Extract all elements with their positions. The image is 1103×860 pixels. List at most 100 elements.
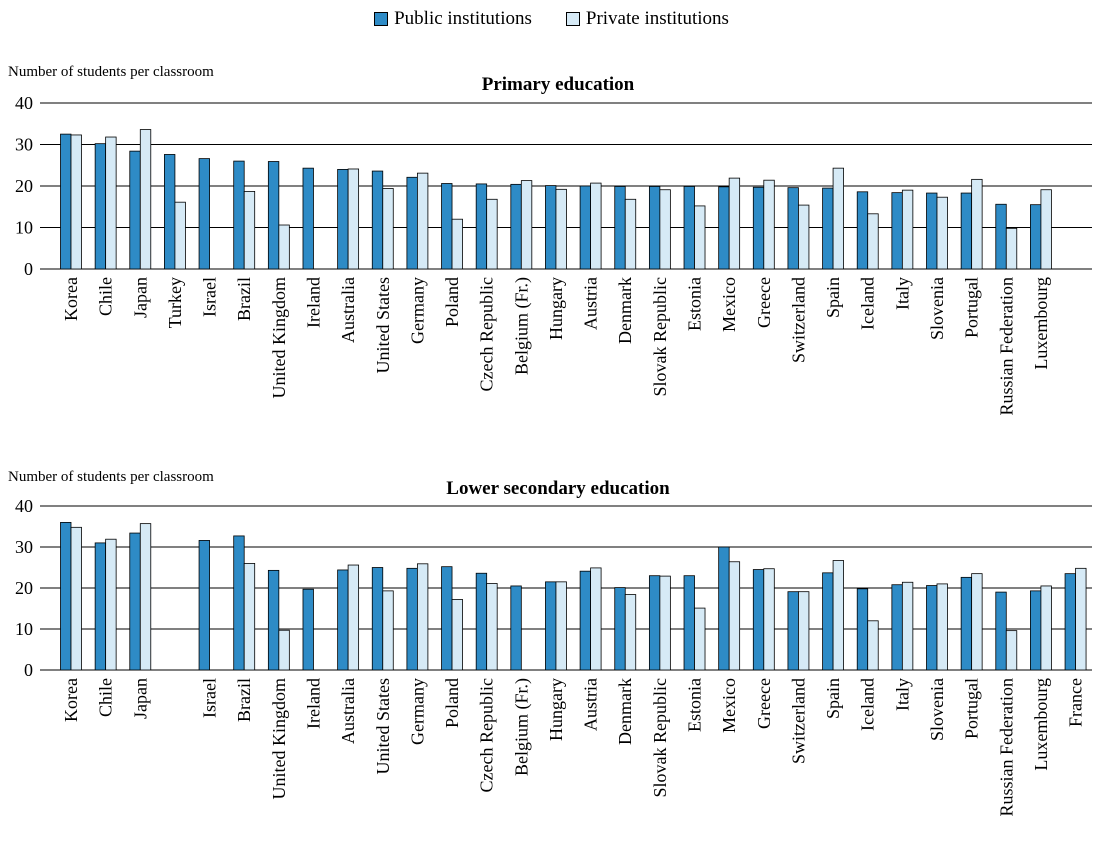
bar-public [856,588,869,671]
bar-public [129,150,141,270]
panel-primary-education: Number of students per classroom Primary… [8,64,1092,415]
bar-public [60,133,72,270]
x-tick-label: Chile [96,678,116,717]
bar-private [936,196,948,270]
x-tick-label: Italy [892,678,912,711]
x-tick-label: Switzerland [788,277,808,363]
bar-public [579,570,591,671]
bar-private [971,573,983,671]
bar-private [728,561,741,671]
bar-public [475,183,488,270]
bar-private [936,583,948,671]
bar-private [1005,227,1018,270]
bar-public [441,566,453,671]
bar-private [694,607,706,671]
bar-public [267,569,280,671]
bar-public [371,567,384,671]
bar-private [694,205,706,270]
bar-public [683,575,695,671]
y-tick-label: 30 [15,135,33,155]
bar-public [926,192,938,270]
bar-public [718,546,730,671]
bar-private [590,182,602,270]
bar-private [451,599,463,671]
bar-public [510,183,522,270]
x-tick-label: Portugal [962,678,982,739]
bar-public [302,588,314,671]
x-tick-label: Belgium (Fr.) [511,678,532,776]
bar-public [371,170,384,270]
bar-public [545,581,557,671]
x-tick-label: Germany [407,678,427,745]
bar-public [94,542,107,671]
bar-private [624,594,637,671]
x-tick-label: Brazil [234,678,254,722]
x-tick-label: Japan [130,277,150,318]
x-tick-label: Korea [61,678,81,722]
y-axis-label: Number of students per classroom [8,469,214,485]
bar-private [1040,585,1052,671]
bar-private [624,198,637,270]
bar-private [520,180,533,270]
bar-public [614,587,626,671]
x-tick-label: Ireland [303,678,323,729]
x-tick-label: Hungary [546,678,566,741]
y-tick-label: 0 [24,660,33,680]
bar-private [382,590,394,671]
x-tick-label: Luxembourg [1031,678,1051,771]
bar-public [926,585,938,671]
bar-private [416,563,429,671]
y-tick-label: 40 [15,93,33,113]
x-tick-label: Mexico [719,277,739,332]
legend-item-public: Public institutions [374,8,532,30]
bar-public [1030,204,1042,270]
x-tick-label: Australia [338,277,358,343]
bar-public [856,191,869,270]
bar-public [752,186,765,270]
x-tick-label: Czech Republic [477,678,497,792]
x-tick-label: Korea [61,277,81,321]
bar-private [867,213,879,270]
y-tick-label: 10 [15,619,33,639]
x-tick-label: Germany [407,277,427,344]
x-tick-label: Denmark [615,678,635,745]
bar-private [590,567,602,671]
legend: Public institutions Private institutions [0,6,1103,32]
bar-private [1040,189,1052,270]
bar-public [752,569,765,671]
panel-lower-secondary-education: Number of students per classroom Lower s… [8,469,1092,816]
bar-private [832,560,844,671]
x-tick-label: Hungary [546,277,566,340]
bar-public [1030,590,1042,671]
bar-public [164,154,176,270]
bar-public [198,540,210,671]
x-tick-label: Spain [823,277,843,318]
bar-public [267,161,280,270]
chart-title: Lower secondary education [446,478,670,499]
x-tick-label: Israel [200,678,220,718]
bar-private [901,189,914,270]
y-tick-label: 0 [24,259,33,279]
x-tick-label: France [1066,678,1086,727]
x-tick-label: United States [373,277,393,374]
x-tick-label: Italy [892,277,912,310]
bar-public [822,572,834,671]
bar-public [648,575,661,671]
bar-private [278,224,290,270]
bar-private [105,538,117,671]
bar-public [510,585,522,671]
bar-private [70,526,82,671]
x-tick-label: United States [373,678,393,775]
bar-private [867,620,879,671]
bar-public [129,532,141,671]
y-tick-label: 20 [15,578,33,598]
x-tick-label: Denmark [615,277,635,344]
bar-private [278,629,290,671]
y-tick-label: 10 [15,218,33,238]
y-tick-label: 40 [15,496,33,516]
x-tick-label: Japan [130,678,150,719]
x-tick-label: Israel [200,277,220,317]
bar-public [995,591,1007,671]
bar-private [971,178,983,270]
